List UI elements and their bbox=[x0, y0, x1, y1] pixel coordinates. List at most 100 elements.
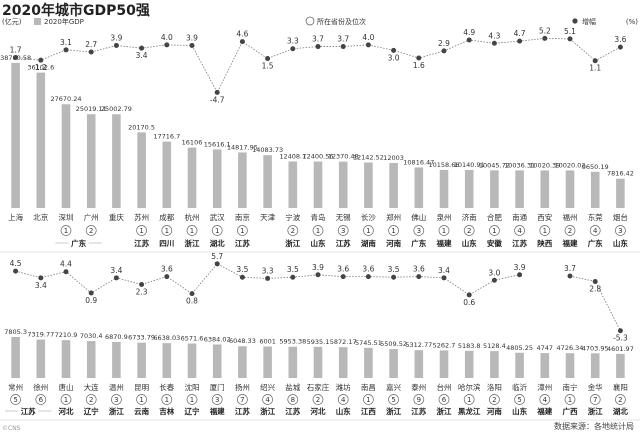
city-label-嘉兴: 嘉兴 bbox=[386, 382, 401, 392]
growth-dot-长春 bbox=[164, 274, 170, 280]
rank-西安: 1 bbox=[543, 227, 547, 235]
province-label-浙江: 浙江 bbox=[260, 406, 275, 416]
growth-dot-佛山 bbox=[416, 55, 422, 61]
growth-label-济南: 4.9 bbox=[463, 28, 475, 37]
growth-label-长沙: 4.0 bbox=[362, 33, 374, 42]
bar-青岛 bbox=[313, 161, 323, 208]
bar-厦门 bbox=[212, 344, 222, 378]
province-label-江苏: 江苏 bbox=[134, 238, 149, 248]
rank-福州: 2 bbox=[568, 227, 572, 235]
rank-大连: 2 bbox=[89, 396, 93, 404]
growth-dot-苏州 bbox=[139, 45, 145, 51]
bar-广州 bbox=[86, 114, 96, 208]
growth-label-金华: 2.8 bbox=[589, 284, 601, 293]
growth-label-洛阳: 3.0 bbox=[488, 268, 500, 277]
province-label-bg bbox=[18, 405, 39, 416]
rank-circle-泉州 bbox=[438, 225, 450, 236]
rank-circle-东莞 bbox=[589, 225, 601, 236]
city-label-潍坊: 潍坊 bbox=[336, 382, 351, 392]
value-label-厦门: 6384.02 bbox=[204, 335, 231, 343]
growth-label-扬州: 3.5 bbox=[236, 265, 248, 274]
growth-label-泰州: 3.6 bbox=[413, 265, 425, 274]
growth-label-苏州: 3.4 bbox=[136, 51, 148, 60]
growth-dot-厦门 bbox=[214, 261, 220, 267]
province-label-辽宁: 辽宁 bbox=[84, 406, 99, 416]
rank-circle-深圳 bbox=[60, 225, 72, 236]
rank-漳州: 4 bbox=[543, 396, 548, 404]
bar-烟台 bbox=[616, 178, 625, 208]
growth-label-唐山: 4.4 bbox=[60, 260, 72, 269]
growth-dot-成都 bbox=[164, 42, 170, 48]
value-label-南昌: 5745.51 bbox=[355, 339, 382, 347]
value-label-无锡: 12370.48 bbox=[328, 153, 359, 161]
growth-label-福州: 5.1 bbox=[564, 27, 576, 36]
province-label-安徽: 安徽 bbox=[487, 238, 502, 248]
rank-circle-长春 bbox=[161, 394, 173, 405]
rank-南宁: 1 bbox=[568, 396, 572, 404]
rank-临沂: 5 bbox=[517, 396, 521, 404]
bar-石家庄 bbox=[313, 346, 323, 378]
rank-盐城: 8 bbox=[291, 396, 295, 404]
value-label-济南: 10140.91 bbox=[454, 161, 485, 169]
city-label-襄阳: 襄阳 bbox=[613, 382, 628, 392]
rank-长春: 1 bbox=[165, 396, 169, 404]
value-label-温州: 6870.9 bbox=[105, 333, 128, 341]
city-label-济南: 济南 bbox=[462, 212, 477, 222]
growth-dot-郑州 bbox=[391, 47, 397, 53]
city-label-成都: 成都 bbox=[159, 212, 174, 222]
legend-growth-dot bbox=[572, 18, 578, 24]
source-note: 数据来源：各地统计局 bbox=[554, 422, 634, 431]
rank-南通: 4 bbox=[517, 227, 522, 235]
rank-circle-襄阳 bbox=[615, 394, 626, 405]
rank-厦门: 3 bbox=[215, 396, 219, 404]
bar-漳州 bbox=[540, 353, 550, 378]
city-label-烟台: 烟台 bbox=[613, 212, 628, 222]
rank-circle-金华 bbox=[589, 394, 601, 405]
value-label-洛阳: 5128.4 bbox=[483, 342, 506, 350]
growth-dot-福州 bbox=[567, 36, 573, 42]
value-label-南京: 14817.95 bbox=[227, 143, 258, 151]
province-label-河南: 河南 bbox=[386, 238, 401, 248]
rank-circle-青岛 bbox=[312, 225, 324, 236]
rank-circle-哈尔滨 bbox=[463, 394, 475, 405]
rank-circle-合肥 bbox=[489, 225, 500, 236]
bar-西安 bbox=[540, 170, 550, 208]
value-label-昆明: 6733.79 bbox=[128, 334, 155, 342]
city-label-西安: 西安 bbox=[537, 212, 552, 222]
rank-circle-泰州 bbox=[413, 394, 425, 405]
city-label-临沂: 临沂 bbox=[512, 382, 527, 392]
city-label-天津: 天津 bbox=[260, 213, 275, 222]
bar-南昌 bbox=[364, 347, 373, 378]
growth-label-郑州: 3.0 bbox=[388, 53, 400, 62]
growth-dot-徐州 bbox=[38, 275, 44, 281]
growth-dot-南通 bbox=[517, 38, 523, 44]
rank-circle-沈阳 bbox=[186, 394, 198, 405]
growth-label-广州: 2.7 bbox=[85, 40, 97, 49]
rank-济南: 2 bbox=[467, 227, 471, 235]
city-label-沈阳: 沈阳 bbox=[185, 382, 200, 392]
bar-扬州 bbox=[238, 346, 247, 378]
value-label-广州: 25019.11 bbox=[76, 105, 107, 113]
growth-label-成都: 4.0 bbox=[161, 33, 173, 42]
growth-dot-绍兴 bbox=[265, 275, 271, 281]
value-label-潍坊: 5872.17 bbox=[330, 338, 357, 346]
rank-金华: 7 bbox=[593, 396, 597, 404]
province-label-山东: 山东 bbox=[336, 406, 351, 416]
bar-成都 bbox=[162, 141, 172, 208]
watermark: ©CNS bbox=[2, 425, 21, 432]
rank-杭州: 1 bbox=[190, 227, 194, 235]
rank-徐州: 6 bbox=[39, 396, 44, 404]
value-label-青岛: 12400.56 bbox=[302, 152, 333, 160]
value-label-泰州: 5312.77 bbox=[405, 341, 432, 349]
growth-dot-襄阳 bbox=[617, 328, 623, 334]
value-label-盐城: 5953.38 bbox=[279, 338, 306, 346]
rank-circle-南昌 bbox=[363, 394, 374, 405]
bar-绍兴 bbox=[263, 346, 272, 378]
city-label-扬州: 扬州 bbox=[235, 382, 250, 392]
growth-label-上海: 1.7 bbox=[10, 45, 22, 54]
province-label-湖北: 湖北 bbox=[210, 238, 225, 248]
city-label-温州: 温州 bbox=[109, 383, 124, 392]
growth-dot-青岛 bbox=[315, 44, 321, 50]
province-label-广西: 广西 bbox=[563, 406, 578, 416]
growth-label-重庆: 3.9 bbox=[110, 33, 122, 42]
